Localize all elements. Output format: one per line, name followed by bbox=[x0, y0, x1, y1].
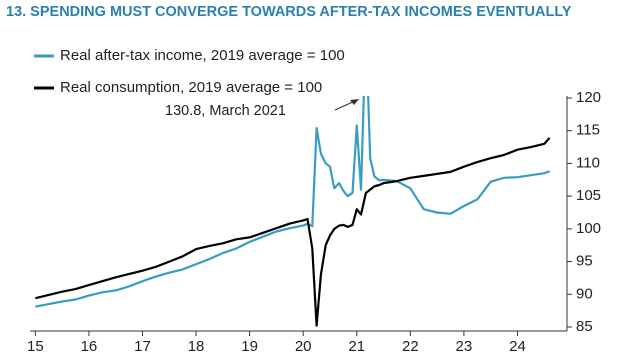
x-tick-label: 20 bbox=[295, 338, 312, 355]
x-tick-label: 16 bbox=[81, 338, 98, 355]
y-tick-label: 90 bbox=[576, 285, 593, 302]
series-line bbox=[35, 137, 551, 327]
legend-label: Real after-tax income, 2019 average = 10… bbox=[60, 47, 345, 64]
x-tick-label: 15 bbox=[27, 338, 44, 355]
x-tick-label: 17 bbox=[134, 338, 151, 355]
x-tick-label: 19 bbox=[241, 338, 258, 355]
plot-area bbox=[35, 96, 551, 327]
chart-title: 13. SPENDING MUST CONVERGE TOWARDS AFTER… bbox=[6, 4, 572, 20]
x-tick-label: 21 bbox=[348, 338, 365, 355]
y-tick-label: 105 bbox=[576, 187, 601, 204]
x-tick-label: 24 bbox=[509, 338, 526, 355]
legend-label: Real consumption, 2019 average = 100 bbox=[60, 79, 322, 96]
y-tick-label: 95 bbox=[576, 253, 593, 270]
y-tick-label: 115 bbox=[576, 122, 600, 139]
annotation: 130.8, March 2021 bbox=[165, 103, 286, 119]
y-tick-label: 120 bbox=[576, 89, 601, 106]
x-tick-label: 18 bbox=[188, 338, 205, 355]
annotation-arrow bbox=[334, 100, 356, 111]
y-tick-label: 100 bbox=[576, 220, 601, 237]
y-tick-label: 85 bbox=[576, 318, 593, 335]
y-tick-label: 110 bbox=[576, 154, 600, 171]
x-tick-label: 23 bbox=[456, 338, 473, 355]
series-line bbox=[35, 96, 550, 308]
annotation-arrowhead bbox=[350, 99, 359, 105]
x-tick-label: 22 bbox=[402, 338, 419, 355]
